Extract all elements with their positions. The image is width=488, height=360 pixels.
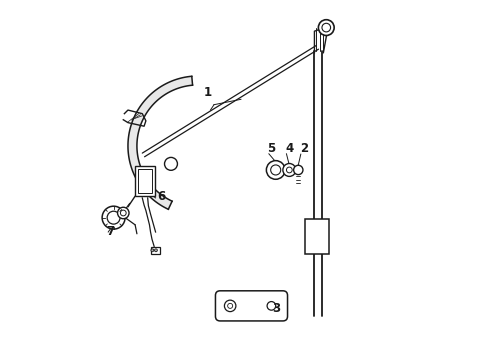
Circle shape: [224, 300, 235, 312]
Circle shape: [151, 249, 153, 252]
Circle shape: [270, 165, 280, 175]
Circle shape: [154, 249, 157, 252]
Text: 6: 6: [158, 190, 165, 203]
Text: 4: 4: [285, 142, 293, 155]
Text: 7: 7: [106, 225, 114, 238]
Circle shape: [102, 206, 125, 229]
Text: 1: 1: [203, 86, 211, 99]
Bar: [304, 220, 328, 253]
Circle shape: [120, 210, 126, 216]
Bar: [150, 247, 159, 253]
FancyBboxPatch shape: [215, 291, 287, 321]
Circle shape: [227, 303, 232, 309]
Circle shape: [107, 211, 120, 224]
Circle shape: [282, 163, 295, 176]
Bar: [138, 169, 152, 193]
Circle shape: [266, 302, 275, 310]
Circle shape: [321, 23, 330, 32]
Circle shape: [164, 157, 177, 170]
Circle shape: [266, 161, 285, 179]
Circle shape: [286, 167, 292, 173]
Text: 3: 3: [271, 302, 280, 315]
Polygon shape: [128, 76, 192, 209]
FancyBboxPatch shape: [135, 166, 155, 196]
Circle shape: [318, 20, 333, 36]
Circle shape: [117, 207, 129, 219]
Text: 2: 2: [299, 142, 307, 155]
Circle shape: [293, 165, 303, 175]
Text: 5: 5: [267, 142, 275, 155]
